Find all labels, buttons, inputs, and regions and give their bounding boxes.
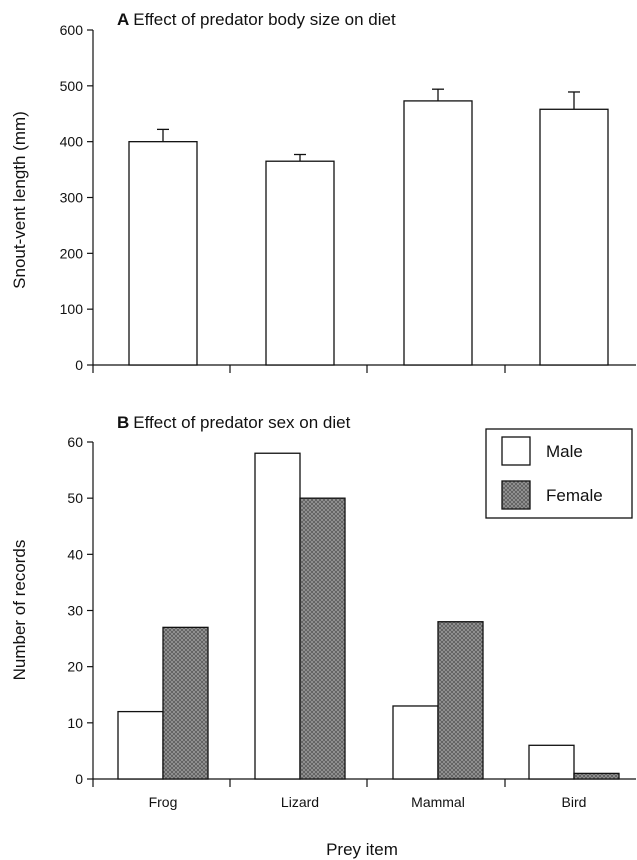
panel-a-y-tick-label-400: 400 [60, 134, 84, 150]
panel-b-x-tick-label-mammal: Mammal [411, 794, 465, 810]
panel-b-y-tick-label-30: 30 [67, 603, 83, 619]
panel-a-y-axis-label: Snout-vent length (mm) [10, 111, 29, 289]
panel-b-y-tick-label-60: 60 [67, 434, 83, 450]
legend-swatch-female [501, 480, 531, 510]
panel-b-bar-male-bird [528, 744, 575, 780]
panel-b-bar-female-lizard [299, 497, 346, 780]
panel-a-title: A Effect of predator body size on diet [117, 10, 396, 29]
panel-a-bar-frog [128, 141, 198, 366]
panel-a-y-tick-label-500: 500 [60, 78, 84, 94]
panel-b-title-text: Effect of predator sex on diet [133, 413, 350, 432]
panel-b-x-tick-label-frog: Frog [149, 794, 178, 810]
panel-b-y-tick-label-50: 50 [67, 490, 83, 506]
panel-b-y-tick-label-10: 10 [67, 715, 83, 731]
panel-b-y-tick-label-20: 20 [67, 659, 83, 675]
legend-label-female: Female [546, 486, 603, 505]
panel-b-letter: B [117, 413, 129, 432]
panel-b-bar-male-lizard [254, 452, 301, 780]
panel-b-bars [117, 452, 620, 780]
panel-a: A Effect of predator body size on diet Sn… [10, 10, 636, 373]
panel-b-bar-female-mammal [437, 621, 484, 780]
panel-a-y-tick-label-0: 0 [75, 357, 83, 373]
x-axis-label: Prey item [326, 840, 398, 859]
panel-a-y-tick-label-200: 200 [60, 245, 84, 261]
panel-a-y-tick-label-100: 100 [60, 301, 84, 317]
panel-a-letter: A [117, 10, 129, 29]
panel-a-y-tick-label-600: 600 [60, 22, 84, 38]
panel-b-x-tick-label-lizard: Lizard [281, 794, 319, 810]
panel-b-bar-female-frog [162, 626, 209, 780]
panel-b-y-tick-label-40: 40 [67, 546, 83, 562]
legend-swatch-male [501, 436, 531, 466]
panel-b-title: B Effect of predator sex on diet [117, 413, 351, 432]
panel-b-y-axis-label: Number of records [10, 540, 29, 681]
panel-b-bar-female-bird [573, 772, 620, 780]
panel-b-bar-male-mammal [392, 705, 439, 780]
panel-a-y-tick-label-300: 300 [60, 190, 84, 206]
panel-b: B Effect of predator sex on diet Number o… [10, 413, 636, 859]
legend-label-male: Male [546, 442, 583, 461]
panel-b-bar-male-frog [117, 710, 164, 780]
panel-a-bars [128, 88, 609, 366]
panel-b-y-tick-label-0: 0 [75, 771, 83, 787]
panel-a-bar-bird [539, 108, 609, 366]
panel-a-bar-mammal [403, 100, 473, 366]
panel-a-bar-lizard [265, 160, 335, 366]
panel-b-x-tick-label-bird: Bird [562, 794, 587, 810]
panel-a-title-text: Effect of predator body size on diet [133, 10, 396, 29]
legend: Male Female [485, 428, 633, 519]
